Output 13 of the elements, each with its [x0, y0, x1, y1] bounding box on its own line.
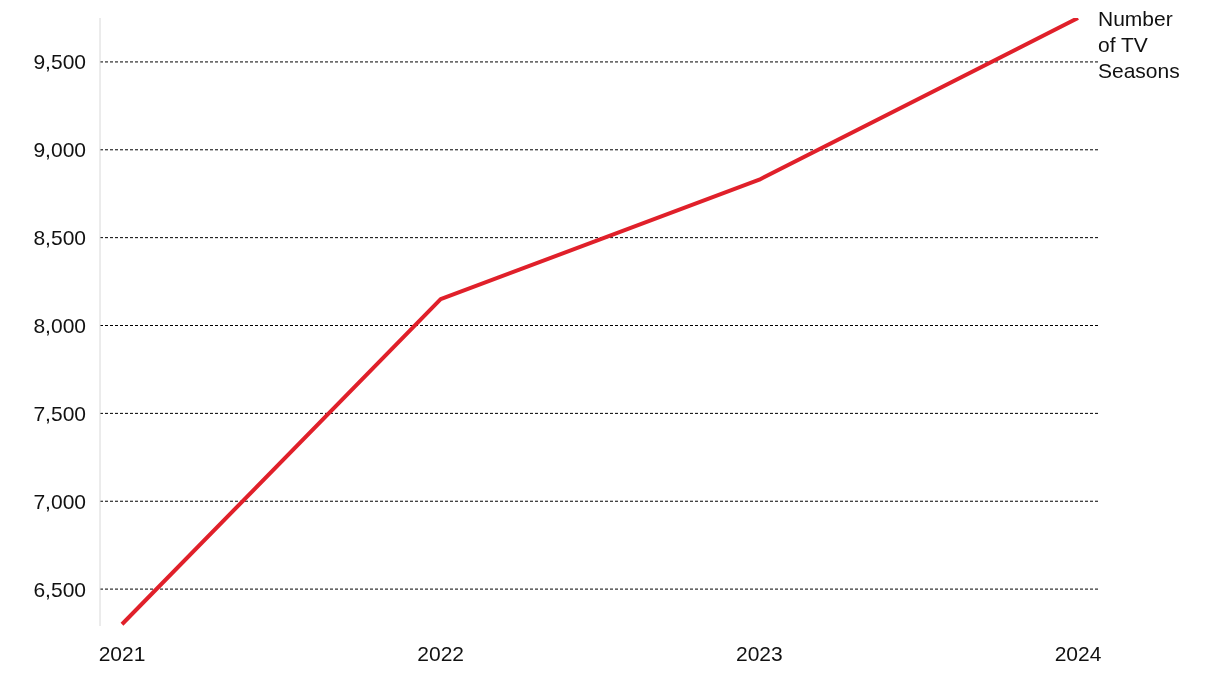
- x-tick-label: 2024: [1054, 641, 1102, 665]
- y-tick-label: 7,500: [33, 401, 86, 425]
- x-tick-label: 2022: [417, 641, 465, 665]
- x-tick-label: 2023: [735, 641, 783, 665]
- y-tick-label: 8,500: [33, 226, 86, 250]
- series-label: Number of TV Seasons: [1098, 7, 1180, 82]
- y-tick-label: 6,500: [33, 577, 86, 601]
- x-tick-label: 2021: [98, 641, 146, 665]
- y-tick-label: 9,000: [33, 138, 86, 162]
- y-tick-label: 7,000: [33, 489, 86, 513]
- y-tick-label: 8,000: [33, 313, 86, 337]
- y-tick-label: 9,500: [33, 50, 86, 74]
- line-series: [120, 18, 1080, 626]
